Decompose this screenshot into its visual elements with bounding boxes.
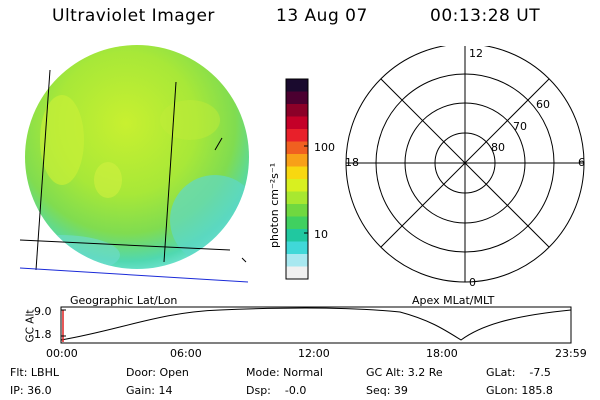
lat-label-80: 80 xyxy=(491,141,505,154)
timeline-ytick-top: 9.0 xyxy=(34,305,52,318)
status-mode: Mode: Normal xyxy=(246,366,323,379)
header-date: 13 Aug 07 xyxy=(276,6,368,26)
timeline-xtick: 12:00 xyxy=(298,347,330,360)
colorbar-tick-100: 100 xyxy=(314,141,335,154)
colorbar-cell xyxy=(286,91,308,105)
parallel-line xyxy=(19,239,231,251)
timeline-ytick-bottom: 1.8 xyxy=(34,328,52,341)
colorbar-cell xyxy=(286,216,308,230)
geographic-caption: Geographic Lat/Lon xyxy=(70,294,178,307)
colorbar-cell xyxy=(286,79,308,92)
timeline-xtick: 00:00 xyxy=(46,347,78,360)
altitude-timeline xyxy=(60,306,572,344)
meridian-line xyxy=(35,69,51,271)
mlt-label-12: 12 xyxy=(469,47,483,60)
colorbar-tick-10: 10 xyxy=(314,228,328,241)
colorbar-cell xyxy=(286,241,308,255)
colorbar-cell xyxy=(286,154,308,167)
colorbar-cell xyxy=(286,229,308,242)
timeline-xtick: 18:00 xyxy=(426,347,458,360)
polar-caption: Apex MLat/MLT xyxy=(412,294,495,307)
lat-label-70: 70 xyxy=(513,120,527,133)
status-filter: Flt: LBHL xyxy=(10,366,59,379)
colorbar-cell xyxy=(286,204,308,217)
header-time: 00:13:28 UT xyxy=(430,6,541,26)
colorbar-unit-label: photon cm⁻²s⁻¹ xyxy=(268,162,281,248)
altitude-curve xyxy=(60,307,572,341)
colorbar-cell xyxy=(286,166,308,180)
status-glat: GLat: -7.5 xyxy=(486,366,551,379)
meridian-line xyxy=(163,81,177,263)
timeline-xtick: 23:59 xyxy=(555,347,587,360)
mlt-label-0: 0 xyxy=(469,276,476,289)
status-door: Door: Open xyxy=(126,366,189,379)
geographic-image xyxy=(19,45,249,283)
colorbar-cell xyxy=(286,254,308,267)
timeline-xtick: 06:00 xyxy=(170,347,202,360)
colorbar-cell xyxy=(286,104,308,117)
colorbar-cell xyxy=(286,141,308,155)
status-gain: Gain: 14 xyxy=(126,384,173,397)
colorbar-cell xyxy=(286,129,308,142)
mlt-label-18: 18 xyxy=(345,156,359,169)
status-gc-alt: GC Alt: 3.2 Re xyxy=(366,366,443,379)
polar-plot xyxy=(345,46,585,283)
colorbar-cell xyxy=(286,116,308,130)
lat-label-60: 60 xyxy=(536,98,550,111)
colorbar-cell xyxy=(286,179,308,192)
status-ip: IP: 36.0 xyxy=(10,384,52,397)
equator-line xyxy=(19,267,249,283)
status-dsp: Dsp: -0.0 xyxy=(246,384,307,397)
coast-mark xyxy=(214,137,223,151)
coast-mark xyxy=(241,257,247,263)
mlt-label-6: 6 xyxy=(578,156,585,169)
colorbar-cell xyxy=(286,191,308,205)
colorbar-cell xyxy=(286,266,308,280)
status-glon: GLon: 185.8 xyxy=(486,384,553,397)
instrument-title: Ultraviolet Imager xyxy=(52,6,215,26)
status-seq: Seq: 39 xyxy=(366,384,408,397)
colorbar xyxy=(285,78,309,280)
polar-diagonal xyxy=(380,78,550,248)
